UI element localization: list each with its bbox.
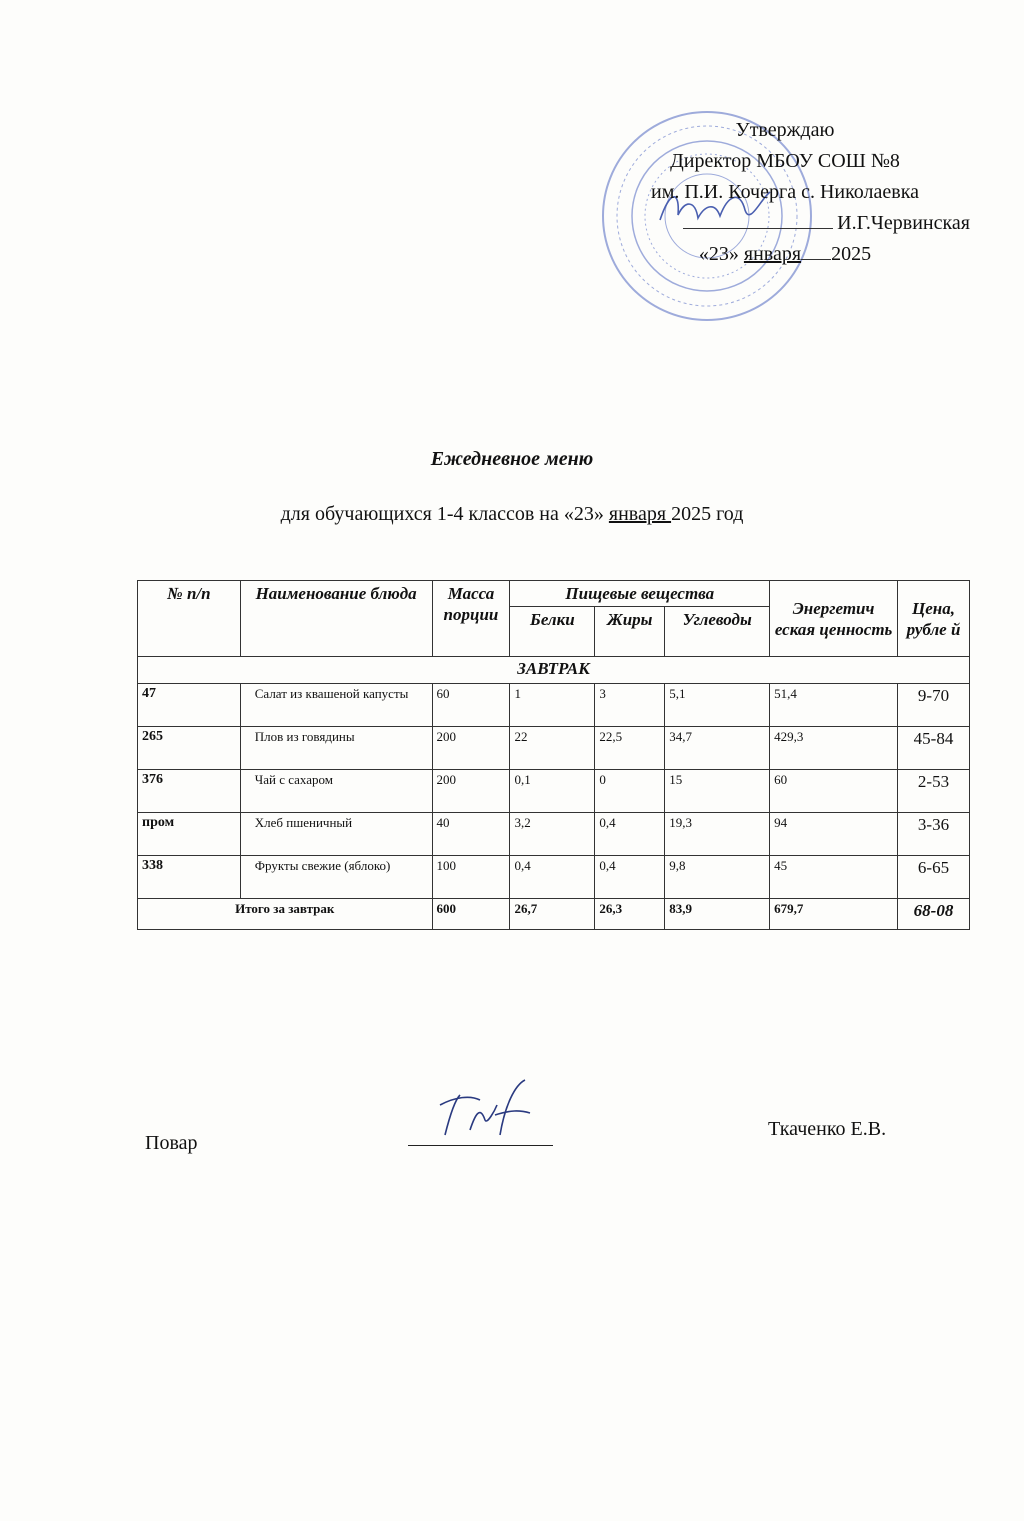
cook-label: Повар	[145, 1132, 198, 1154]
cell-name: Фрукты свежие (яблоко)	[239, 855, 433, 899]
header-mass: Масса порции	[431, 580, 511, 657]
table-row: 47 Салат из квашеной капусты 60 1 3 5,1 51,4 9-…	[137, 683, 970, 727]
cell-protein: 0,1	[509, 769, 596, 813]
cell-num: пром	[137, 812, 241, 856]
cell-carbs: 19,3	[664, 812, 771, 856]
header-protein: Белки	[509, 606, 596, 657]
total-row: Итого за завтрак 600 26,7 26,3 83,9 679,…	[137, 898, 970, 930]
cell-energy: 45	[769, 855, 898, 899]
cell-name: Салат из квашеной капусты	[239, 683, 433, 727]
cook-signature	[439, 1079, 531, 1136]
cell-mass: 40	[431, 812, 511, 856]
cell-energy: 429,3	[769, 726, 898, 770]
page-title: Ежедневное меню	[430, 448, 594, 470]
total-label: Итого за завтрак	[137, 898, 433, 930]
header-price: Цена, рубле й	[897, 580, 970, 657]
cell-fat: 0	[594, 769, 666, 813]
approval-block: Утверждаю Директор МБОУ СОШ №8 им. П.И. …	[600, 115, 970, 270]
cell-fat: 22,5	[594, 726, 666, 770]
cell-protein: 3,2	[509, 812, 596, 856]
cell-price: 2-53	[897, 769, 970, 813]
cell-mass: 60	[431, 683, 511, 727]
header-fat: Жиры	[594, 606, 666, 657]
date-day: «23»	[698, 243, 739, 265]
cell-fat: 3	[594, 683, 666, 727]
total-mass: 600	[431, 898, 511, 930]
cell-energy: 51,4	[769, 683, 898, 727]
cell-name: Чай с сахаром	[239, 769, 433, 813]
cell-protein: 0,4	[509, 855, 596, 899]
header-name: Наименование блюда	[239, 580, 433, 657]
table-row: 376 Чай с сахаром 200 0,1 0 15 60 2-53	[137, 769, 970, 813]
official-stamp	[602, 111, 812, 321]
cell-num: 265	[137, 726, 241, 770]
director-signature	[659, 191, 771, 221]
subtitle-text: для обучающихся 1-4 классов на «23»	[280, 503, 609, 525]
header-nutrients: Пищевые вещества	[509, 580, 771, 607]
approval-school: им. П.И. Кочерга с. Николаевка	[650, 181, 920, 203]
approval-date: «23» января 2025	[600, 239, 970, 270]
cell-carbs: 15	[664, 769, 771, 813]
cell-mass: 200	[431, 726, 511, 770]
subtitle-month: января	[608, 503, 672, 525]
header-carbs: Углеводы	[664, 606, 771, 657]
cell-num: 47	[137, 683, 241, 727]
cell-num: 376	[137, 769, 241, 813]
header-energy: Энергетич еская ценность	[769, 580, 898, 657]
cell-price: 6-65	[897, 855, 970, 899]
total-energy: 679,7	[769, 898, 898, 930]
director-name: И.Г.Червинская	[837, 212, 970, 234]
total-price: 68-08	[897, 898, 970, 930]
cell-price: 3-36	[897, 812, 970, 856]
table-row: пром Хлеб пшеничный 40 3,2 0,4 19,3 94 3-36	[137, 812, 970, 856]
table-row: 265 Плов из говядины 200 22 22,5 34,7 429,3 45-…	[137, 726, 970, 770]
cell-fat: 0,4	[594, 855, 666, 899]
cell-energy: 94	[769, 812, 898, 856]
approval-heading: Утверждаю	[735, 119, 835, 141]
cell-mass: 100	[431, 855, 511, 899]
date-year: 2025	[831, 243, 872, 265]
cell-name: Хлеб пшеничный	[239, 812, 433, 856]
cell-carbs: 9,8	[664, 855, 771, 899]
cell-mass: 200	[431, 769, 511, 813]
total-protein: 26,7	[509, 898, 596, 930]
cook-name: Ткаченко Е.В.	[768, 1118, 887, 1140]
cell-price: 45-84	[897, 726, 970, 770]
section-breakfast: ЗАВТРАК	[137, 656, 970, 684]
cell-fat: 0,4	[594, 812, 666, 856]
signature-line	[408, 1145, 553, 1146]
cell-energy: 60	[769, 769, 898, 813]
cell-protein: 1	[509, 683, 596, 727]
total-fat: 26,3	[594, 898, 666, 930]
menu-table: № п/п Наименование блюда Масса порции Пи…	[137, 580, 970, 930]
cell-carbs: 5,1	[664, 683, 771, 727]
cell-name: Плов из говядины	[239, 726, 433, 770]
page-subtitle: для обучающихся 1-4 классов на «23» янва…	[0, 503, 1024, 526]
cell-num: 338	[137, 855, 241, 899]
cell-protein: 22	[509, 726, 596, 770]
date-month: января	[743, 243, 802, 265]
cell-carbs: 34,7	[664, 726, 771, 770]
header-num: № п/п	[137, 580, 241, 657]
subtitle-year: 2025 год	[671, 503, 744, 525]
approval-position: Директор МБОУ СОШ №8	[670, 150, 900, 172]
table-row: 338 Фрукты свежие (яблоко) 100 0,4 0,4 9,8 45 6…	[137, 855, 970, 899]
cell-price: 9-70	[897, 683, 970, 727]
approval-signatory: И.Г.Червинская	[600, 208, 970, 239]
total-carbs: 83,9	[664, 898, 771, 930]
